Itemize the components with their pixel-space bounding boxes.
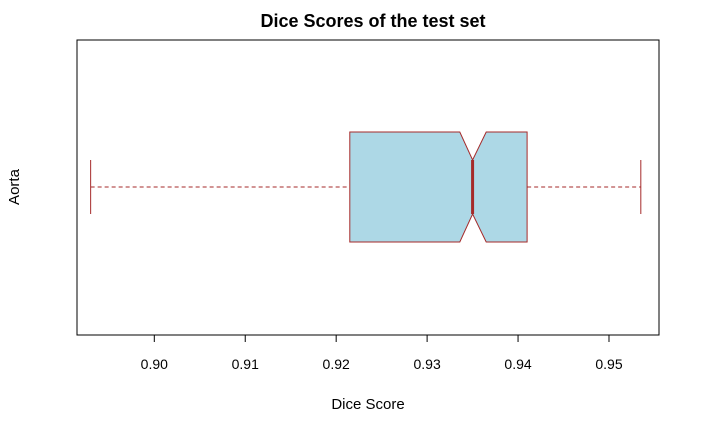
x-tick-label: 0.93 <box>413 356 440 372</box>
x-tick-label: 0.94 <box>504 356 531 372</box>
x-tick-label: 0.90 <box>141 356 168 372</box>
x-axis-label: Dice Score <box>331 396 404 413</box>
x-axis: 0.90 0.91 0.92 0.93 0.94 0.95 <box>141 334 623 372</box>
x-tick-label: 0.95 <box>595 356 622 372</box>
x-tick-label: 0.91 <box>232 356 259 372</box>
plot-layer <box>90 131 642 243</box>
notched-box <box>349 131 528 243</box>
y-axis-label: Aorta <box>6 168 23 205</box>
chart-title: Dice Scores of the test set <box>260 11 485 31</box>
x-tick-label: 0.92 <box>323 356 350 372</box>
